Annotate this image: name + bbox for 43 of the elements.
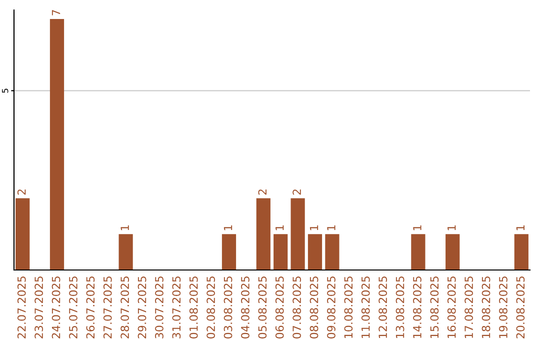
x-tick-label: 23.07.2025 (34, 276, 44, 338)
x-tick-label: 08.08.2025 (310, 276, 318, 338)
data-label: 1 (413, 225, 422, 230)
x-tick-label: 18.08.2025 (482, 276, 490, 338)
x-tick-label: 05.08.2025 (258, 276, 267, 338)
x-tick-label: 27.07.2025 (103, 276, 112, 338)
x-tick-label: 04.08.2025 (241, 276, 250, 338)
x-tick-label: 29.07.2025 (138, 276, 146, 338)
x-tick-label: 16.08.2025 (447, 276, 456, 338)
x-tick-label: 19.08.2025 (499, 276, 508, 338)
x-tick-label: 30.07.2025 (155, 276, 164, 338)
x-tick-label: 11.08.2025 (361, 276, 370, 338)
data-label: 1 (448, 225, 456, 230)
x-tick-label: 12.08.2025 (378, 276, 388, 338)
data-label: 2 (17, 190, 26, 195)
x-tick-label: 14.08.2025 (413, 276, 422, 338)
x-tick-label: 20.08.2025 (516, 276, 525, 338)
y-tick-label: 5 (2, 88, 8, 93)
x-tick-label: 06.08.2025 (275, 276, 284, 338)
x-tick-label: 10.08.2025 (344, 276, 353, 338)
x-tick-label: 25.07.2025 (69, 276, 78, 338)
x-tick-label: 01.08.2025 (189, 276, 198, 338)
data-label: 1 (120, 225, 129, 230)
data-label: 1 (224, 225, 232, 230)
data-label: 1 (276, 225, 284, 230)
x-tick-label: 07.08.2025 (292, 276, 302, 338)
x-tick-label: 26.07.2025 (86, 276, 95, 338)
x-tick-label: 31.07.2025 (172, 276, 181, 338)
x-tick-label: 13.08.2025 (396, 276, 404, 338)
x-tick-label: 02.08.2025 (206, 276, 216, 338)
x-tick-label: 17.08.2025 (464, 276, 474, 338)
data-label: 2 (292, 190, 301, 195)
x-tick-label: 22.07.2025 (17, 276, 26, 338)
x-tick-label: 15.08.2025 (430, 276, 439, 338)
data-label: 1 (516, 225, 524, 230)
data-label: 1 (327, 225, 336, 230)
x-tick-label: 24.07.2025 (52, 276, 60, 338)
x-tick-label: 03.08.2025 (224, 276, 232, 338)
x-tick-label: 09.08.2025 (327, 276, 336, 338)
data-label: 7 (52, 10, 60, 16)
data-label: 1 (310, 225, 318, 230)
x-tick-label: 28.07.2025 (120, 276, 130, 338)
data-label: 2 (258, 190, 266, 195)
